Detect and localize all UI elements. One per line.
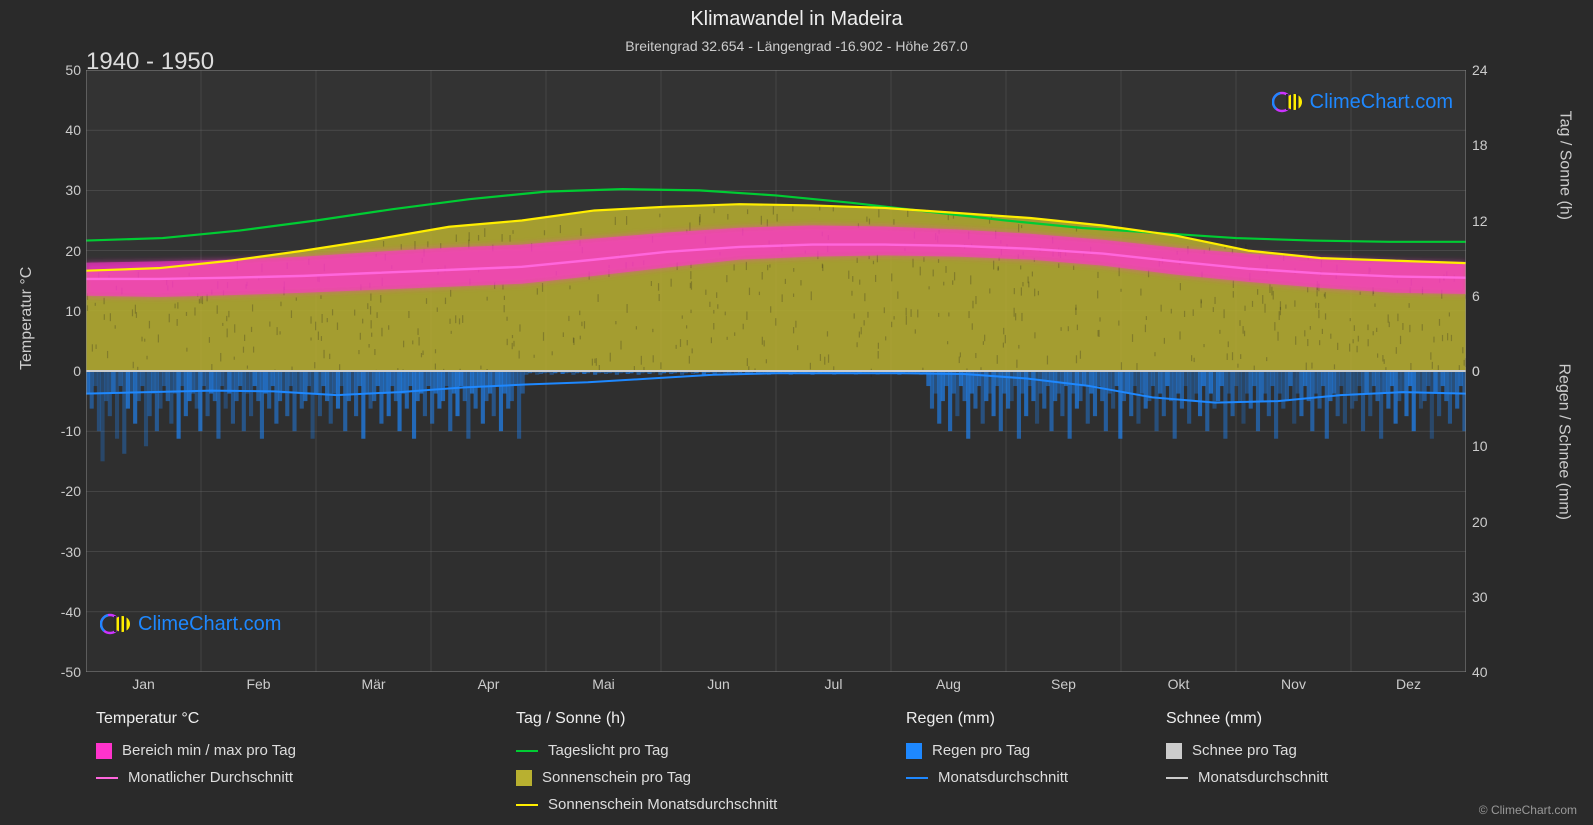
legend-label: Schnee pro Tag — [1192, 742, 1297, 759]
legend-column: Schnee (mm) Schnee pro Tag Monatsdurchschn… — [1166, 710, 1426, 815]
watermark-top-right: ClimeChart.com — [1272, 88, 1453, 116]
legend-label: Sonnenschein Monatsdurchschnitt — [548, 796, 777, 813]
legend-column: Tag / Sonne (h) Tageslicht pro Tag Sonnens… — [516, 710, 906, 815]
legend-swatch-block — [906, 743, 922, 759]
legend-swatch-block — [96, 743, 112, 759]
y-left-tick: 40 — [31, 122, 81, 138]
x-month-tick: Jul — [784, 676, 884, 692]
x-month-tick: Jun — [669, 676, 769, 692]
y-left-tick: 10 — [31, 303, 81, 319]
legend-item: Monatlicher Durchschnitt — [96, 769, 516, 786]
legend-column: Regen (mm) Regen pro Tag Monatsdurchschnit… — [906, 710, 1166, 815]
legend-label: Monatsdurchschnitt — [938, 769, 1068, 786]
legend-item: Tageslicht pro Tag — [516, 742, 906, 759]
legend-header: Schnee (mm) — [1166, 710, 1426, 728]
y-left-tick: -20 — [31, 483, 81, 499]
x-month-tick: Sep — [1014, 676, 1114, 692]
legend-label: Monatsdurchschnitt — [1198, 769, 1328, 786]
legend-swatch-block — [1166, 743, 1182, 759]
x-month-tick: Nov — [1244, 676, 1344, 692]
watermark-text: ClimeChart.com — [138, 613, 281, 636]
legend: Temperatur °C Bereich min / max pro Tag Mo… — [96, 710, 1553, 815]
y-right-top-tick: 18 — [1472, 137, 1502, 153]
y-left-tick: -40 — [31, 604, 81, 620]
legend-item: Sonnenschein pro Tag — [516, 769, 906, 786]
legend-item: Schnee pro Tag — [1166, 742, 1426, 759]
y-right-top-tick: 12 — [1472, 213, 1502, 229]
x-month-tick: Dez — [1359, 676, 1459, 692]
legend-label: Monatlicher Durchschnitt — [128, 769, 293, 786]
legend-item: Monatsdurchschnitt — [906, 769, 1166, 786]
legend-column: Temperatur °C Bereich min / max pro Tag Mo… — [96, 710, 516, 815]
y-axis-right-top-label: Tag / Sonne (h) — [1555, 111, 1573, 220]
legend-header: Tag / Sonne (h) — [516, 710, 906, 728]
y-right-bottom-tick: 40 — [1472, 664, 1502, 680]
chart-title: Klimawandel in Madeira — [0, 8, 1593, 31]
climate-chart: Klimawandel in Madeira Breitengrad 32.65… — [0, 0, 1593, 825]
x-month-tick: Mär — [324, 676, 424, 692]
copyright-text: © ClimeChart.com — [1479, 803, 1577, 817]
y-right-bottom-tick: 30 — [1472, 589, 1502, 605]
y-left-tick: -10 — [31, 423, 81, 439]
legend-label: Bereich min / max pro Tag — [122, 742, 296, 759]
watermark-text: ClimeChart.com — [1310, 91, 1453, 114]
y-right-bottom-tick: 0 — [1472, 363, 1502, 379]
legend-swatch-block — [516, 770, 532, 786]
legend-swatch-line — [516, 804, 538, 806]
x-month-tick: Jan — [94, 676, 194, 692]
y-right-bottom-tick: 10 — [1472, 438, 1502, 454]
x-month-tick: Feb — [209, 676, 309, 692]
legend-swatch-line — [96, 777, 118, 779]
y-left-tick: 0 — [31, 363, 81, 379]
legend-header: Regen (mm) — [906, 710, 1166, 728]
legend-label: Sonnenschein pro Tag — [542, 769, 691, 786]
legend-item: Sonnenschein Monatsdurchschnitt — [516, 796, 906, 813]
y-axis-right-bottom-label: Regen / Schnee (mm) — [1555, 363, 1573, 520]
x-month-tick: Okt — [1129, 676, 1229, 692]
y-left-tick: 20 — [31, 243, 81, 259]
watermark-bottom-left: ClimeChart.com — [100, 610, 281, 638]
y-left-tick: 30 — [31, 182, 81, 198]
y-left-tick: 50 — [31, 62, 81, 78]
y-right-top-tick: 24 — [1472, 62, 1502, 78]
plot-area — [86, 70, 1466, 672]
legend-swatch-line — [1166, 777, 1188, 779]
x-month-tick: Apr — [439, 676, 539, 692]
y-left-tick: -50 — [31, 664, 81, 680]
y-right-bottom-tick: 20 — [1472, 514, 1502, 530]
plot-svg — [86, 70, 1466, 672]
y-left-tick: -30 — [31, 544, 81, 560]
legend-header: Temperatur °C — [96, 710, 516, 728]
legend-label: Tageslicht pro Tag — [548, 742, 669, 759]
x-month-tick: Aug — [899, 676, 999, 692]
chart-subtitle: Breitengrad 32.654 - Längengrad -16.902 … — [0, 38, 1593, 54]
legend-swatch-line — [906, 777, 928, 779]
legend-item: Bereich min / max pro Tag — [96, 742, 516, 759]
climechart-logo-icon — [100, 610, 132, 638]
legend-item: Monatsdurchschnitt — [1166, 769, 1426, 786]
x-month-tick: Mai — [554, 676, 654, 692]
y-right-top-tick: 6 — [1472, 288, 1502, 304]
legend-label: Regen pro Tag — [932, 742, 1030, 759]
climechart-logo-icon — [1272, 88, 1304, 116]
legend-swatch-line — [516, 750, 538, 752]
legend-item: Regen pro Tag — [906, 742, 1166, 759]
